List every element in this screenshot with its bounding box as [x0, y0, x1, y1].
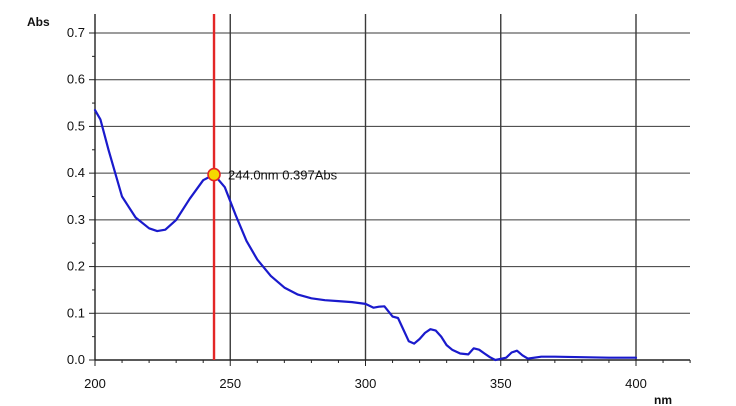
- y-axis-title: Abs: [27, 15, 50, 29]
- y-tick-label: 0.3: [67, 212, 85, 227]
- x-tick-label: 200: [84, 376, 106, 391]
- x-tick-label: 250: [219, 376, 241, 391]
- marker-label: 244.0nm 0.397Abs: [228, 168, 338, 183]
- series-layer: [93, 108, 638, 362]
- y-tick-label: 0.0: [67, 352, 85, 367]
- y-tick-label: 0.7: [67, 25, 85, 40]
- marker-point: [207, 167, 221, 182]
- axes-layer: 0.0 0.1 0.2 0.3 0.4 0.5 0.6 0.7 200 250 300 350 400: [67, 14, 691, 391]
- y-tick-label: 0.4: [67, 165, 85, 180]
- y-tick-label: 0.5: [67, 118, 85, 133]
- y-tick-label: 0.1: [67, 305, 85, 320]
- spectrum-line: [93, 108, 638, 362]
- y-tick-label: 0.2: [67, 259, 85, 274]
- marker-layer: 244.0nm 0.397Abs: [207, 14, 338, 360]
- x-tick-label: 300: [355, 376, 377, 391]
- y-tick-label: 0.6: [67, 72, 85, 87]
- x-tick-label: 400: [625, 376, 647, 391]
- grid-layer: [95, 14, 690, 360]
- x-axis-title: nm: [654, 393, 672, 406]
- x-tick-label: 350: [490, 376, 512, 391]
